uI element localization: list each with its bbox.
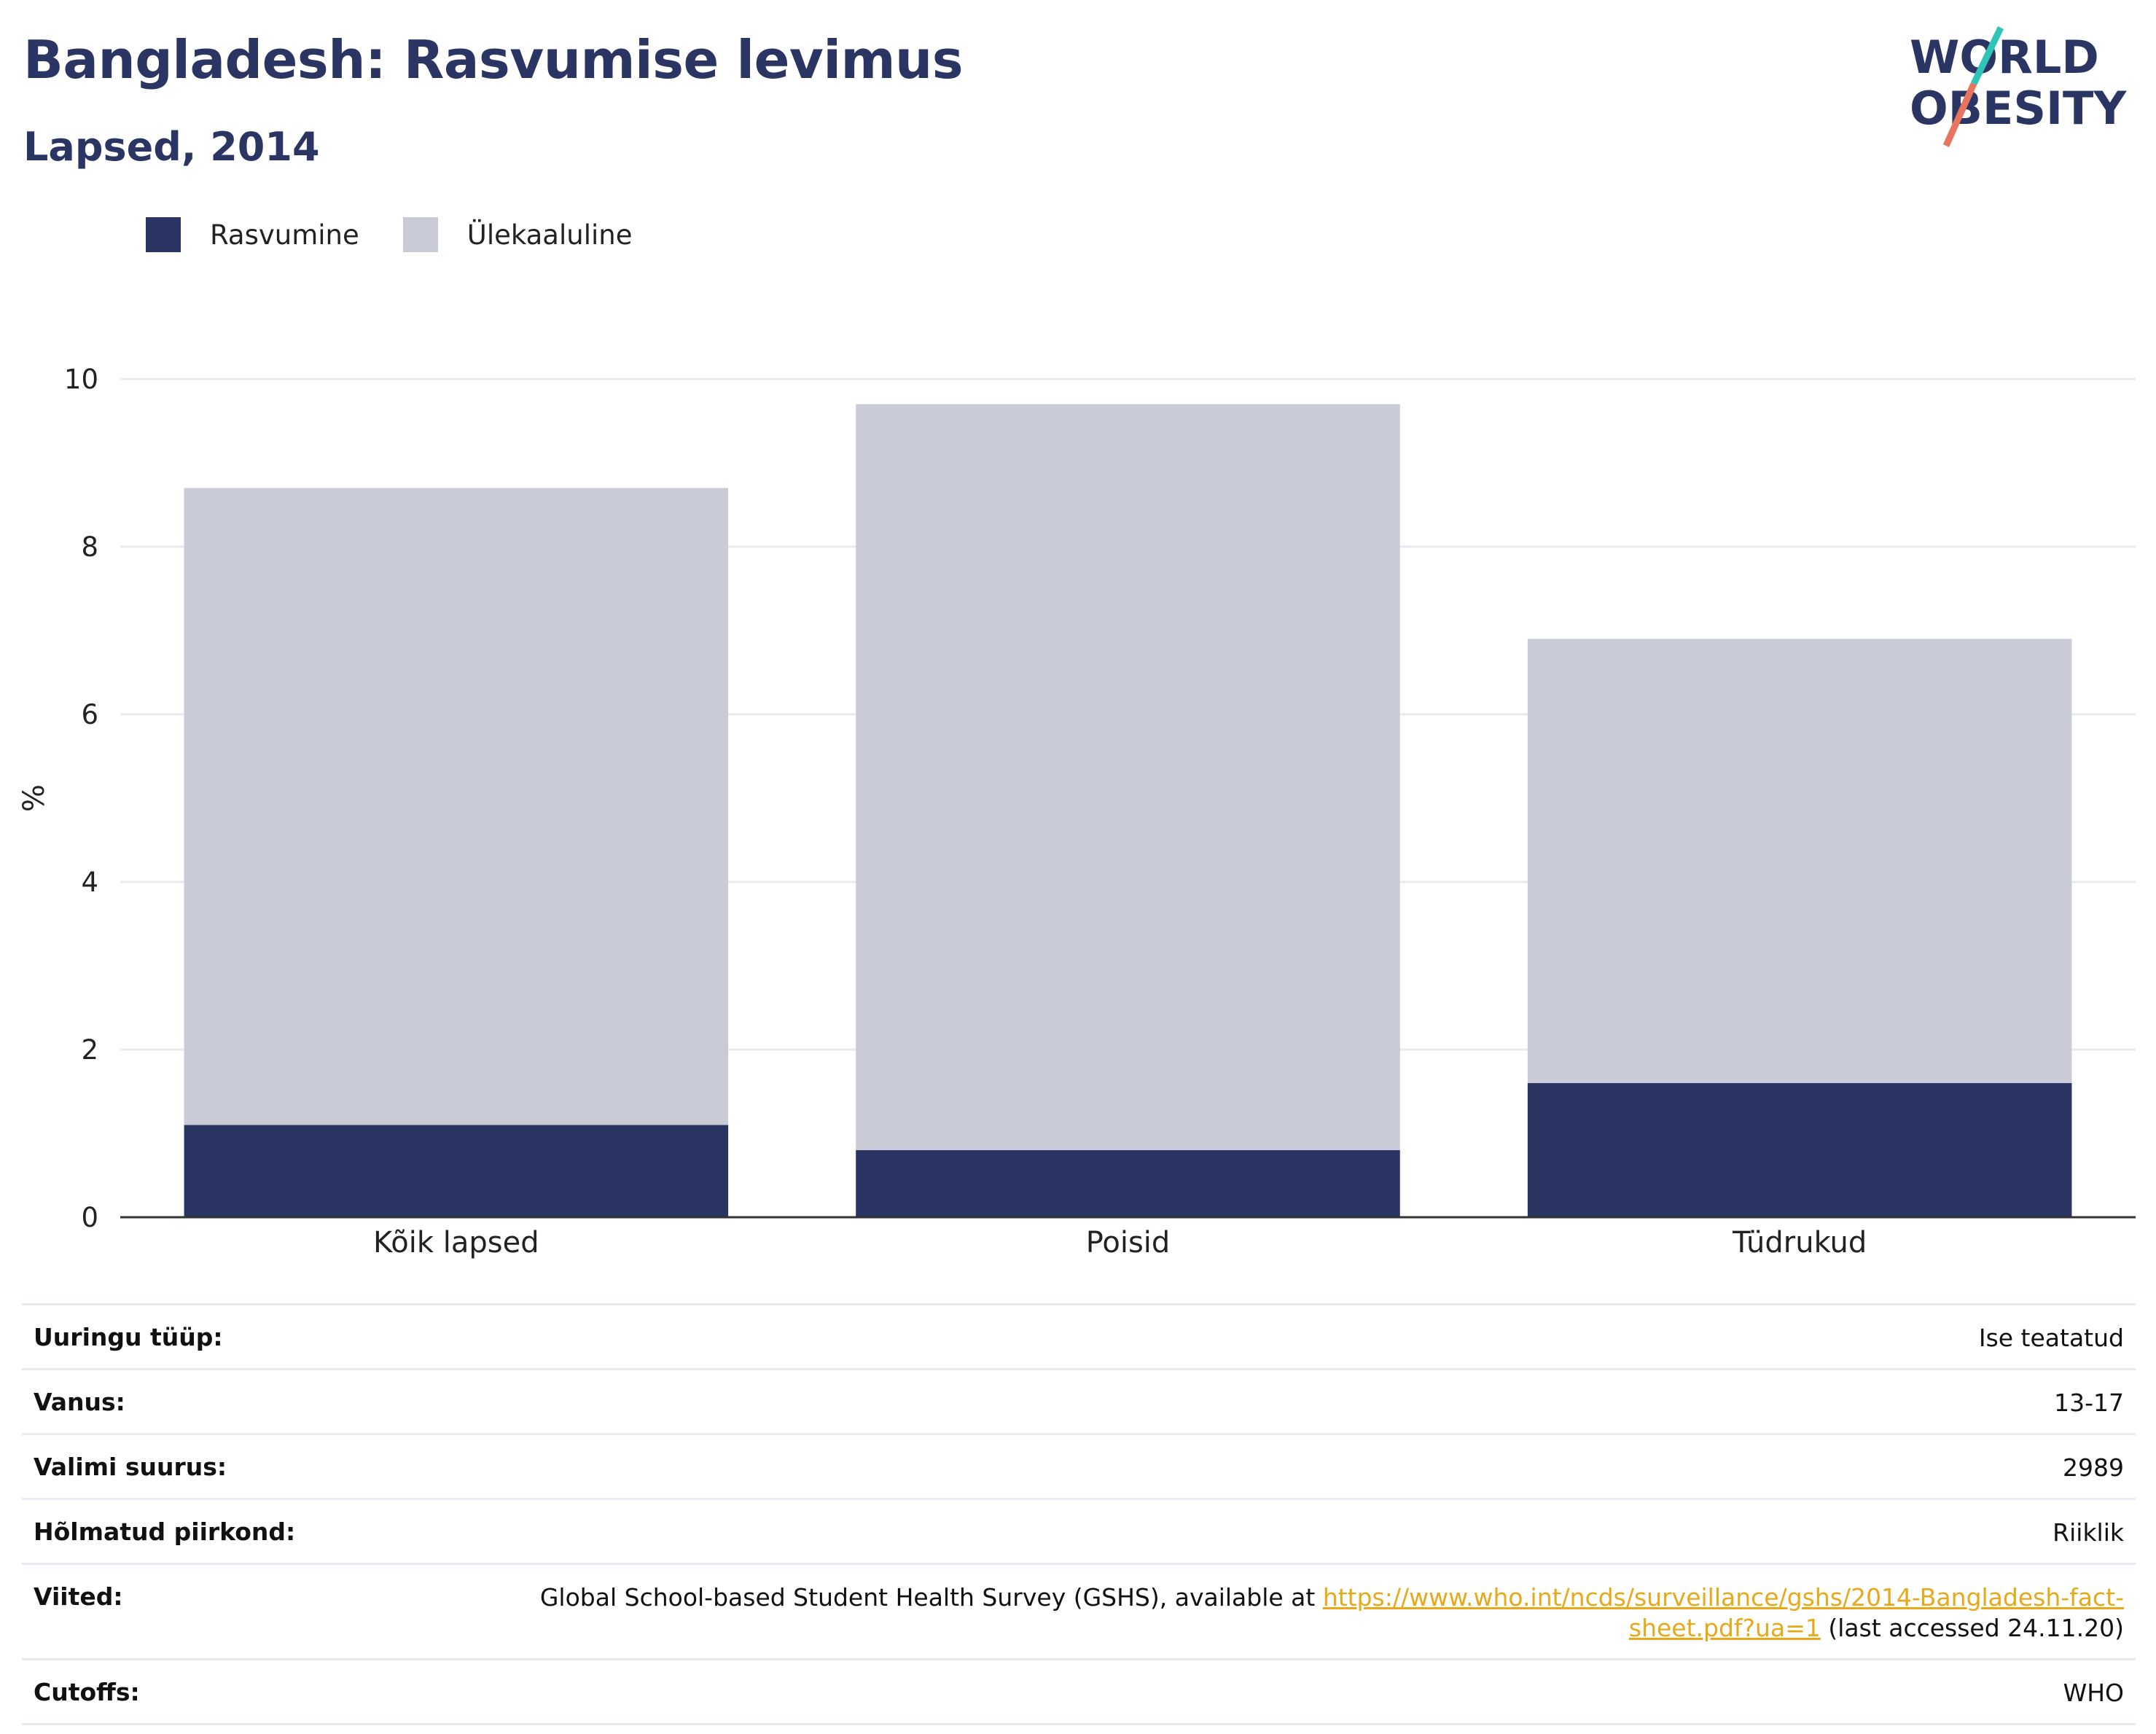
bar-obesity (184, 1125, 729, 1217)
info-row-age: Vanus: 13-17 (22, 1368, 2136, 1433)
y-tick-label: 6 (81, 699, 98, 730)
legend-swatch-overweight (402, 217, 438, 252)
info-row-cutoffs: Cutoffs: WHO (22, 1658, 2136, 1725)
reference-text: Global School-based Student Health Surve… (539, 1583, 1323, 1612)
page-subtitle: Lapsed, 2014 (23, 124, 320, 170)
world-obesity-logo: WORLD OBESITY (1910, 26, 2127, 147)
info-key: Viited: (34, 1582, 123, 1611)
info-row-area-covered: Hõlmatud piirkond: Riiklik (22, 1498, 2136, 1563)
info-value: 2989 (2063, 1453, 2124, 1482)
reference-suffix: (last accessed 24.11.20) (1820, 1614, 2124, 1642)
y-axis-label: % (17, 784, 51, 812)
reference-link[interactable]: https://www.who.int/ncds/surveillance/gs… (1322, 1583, 2124, 1642)
info-key: Vanus: (34, 1388, 125, 1416)
x-tick-label: Tüdrukud (1732, 1226, 1867, 1260)
info-value: Riiklik (2053, 1518, 2124, 1547)
y-tick-label: 2 (81, 1034, 98, 1066)
bar-overweight (1527, 638, 2072, 1083)
info-row-sample-size: Valimi suurus: 2989 (22, 1433, 2136, 1498)
y-tick-label: 10 (64, 364, 98, 395)
y-tick-label: 8 (81, 531, 98, 563)
x-tick-label: Poisid (1086, 1226, 1171, 1260)
logo-line2: OBESITY (1910, 82, 2127, 135)
bar-obesity (856, 1150, 1400, 1217)
info-key: Valimi suurus: (34, 1453, 227, 1481)
info-key: Cutoffs: (34, 1678, 140, 1706)
legend-item-overweight[interactable]: Ülekaaluline (402, 217, 633, 252)
bar-obesity (1527, 1083, 2072, 1217)
x-tick-label: Kõik lapsed (373, 1226, 539, 1260)
info-value: Ise teatatud (1978, 1324, 2124, 1352)
y-tick-label: 4 (81, 867, 98, 898)
logo-slash-coral (1942, 82, 1977, 147)
info-table: Uuringu tüüp: Ise teatatud Vanus: 13-17 … (22, 1303, 2136, 1725)
legend-label-overweight: Ülekaaluline (466, 219, 633, 251)
info-row-references: Viited: Global School-based Student Heal… (22, 1563, 2136, 1658)
info-value: Global School-based Student Health Surve… (448, 1582, 2124, 1644)
info-value: WHO (2063, 1679, 2124, 1707)
logo-line1: WORLD (1910, 31, 2099, 84)
legend-item-obesity[interactable]: Rasvumine (146, 217, 359, 252)
info-row-survey-type: Uuringu tüüp: Ise teatatud (22, 1303, 2136, 1368)
info-key: Uuringu tüüp: (34, 1323, 223, 1351)
logo-slash-teal (1970, 26, 2004, 85)
legend-swatch-obesity (146, 217, 181, 252)
bar-chart: 0 2 4 6 8 10% Kõik lapsed Poisid Tüdrukud (17, 364, 2136, 1260)
info-key: Hõlmatud piirkond: (34, 1518, 296, 1546)
legend-label-obesity: Rasvumine (210, 219, 359, 251)
bar-overweight (856, 404, 1400, 1150)
y-tick-label: 0 (81, 1202, 98, 1233)
page-title: Bangladesh: Rasvumise levimus (23, 29, 964, 90)
bar-overweight (184, 488, 729, 1125)
chart-legend: Rasvumine Ülekaaluline (146, 216, 676, 254)
info-value: 13-17 (2054, 1389, 2124, 1417)
